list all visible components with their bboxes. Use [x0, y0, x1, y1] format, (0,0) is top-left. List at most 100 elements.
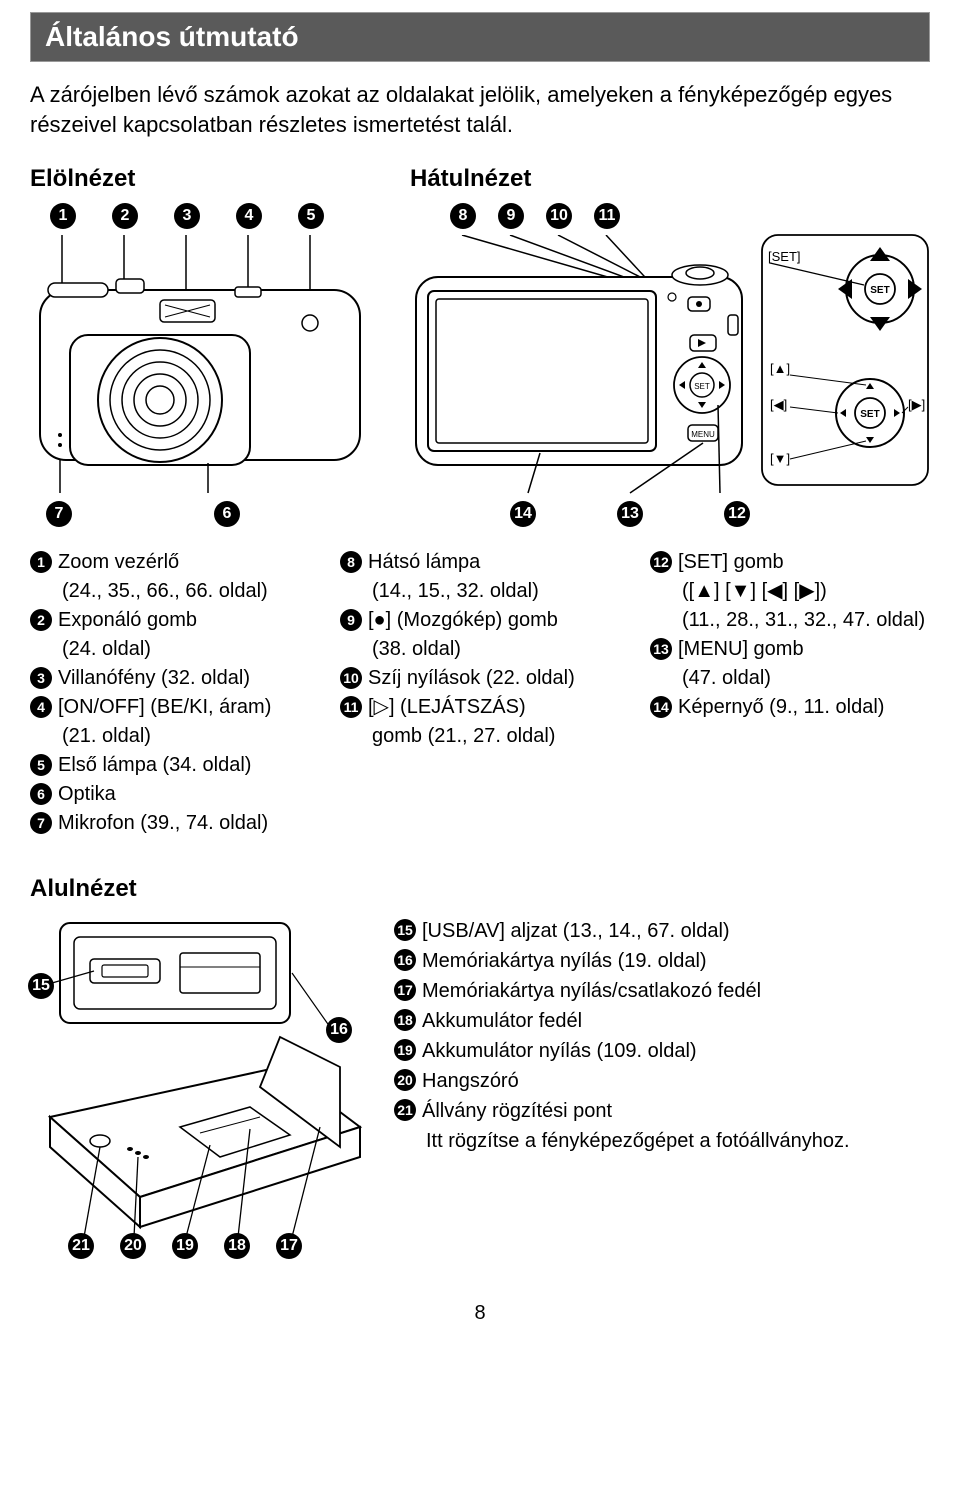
leg-n: 7 — [30, 812, 52, 834]
leg-s: (24. oldal) — [30, 636, 310, 663]
leg-t: Képernyő (9., 11. oldal) — [678, 694, 930, 721]
leg-t: Exponáló gomb — [58, 607, 310, 634]
leg-t: [●] (Mozgókép) gomb — [368, 607, 620, 634]
legend-col-2: 8 Hátsó lámpa (14., 15., 32. oldal) 9 [●] … — [340, 549, 620, 839]
leg-t: Állvány rögzítési pont — [422, 1097, 930, 1125]
leg-t: [ON/OFF] (BE/KI, áram) — [58, 694, 310, 721]
legend-col-1: 1 Zoom vezérlő (24., 35., 66., 66. oldal)… — [30, 549, 310, 839]
leg-n: 6 — [30, 783, 52, 805]
leg-t: [SET] gomb — [678, 549, 930, 576]
leg-n: 5 — [30, 754, 52, 776]
leg-t: Mikrofon (39., 74. oldal) — [58, 810, 310, 837]
bottom-diagram: 15 16 21 20 19 18 17 — [30, 917, 370, 1252]
front-diagram: 1 2 3 4 5 — [30, 203, 390, 527]
bottom-legend: 15[USB/AV] aljzat (13., 14., 67. oldal) … — [394, 917, 930, 1252]
leg-s: (14., 15., 32. oldal) — [340, 578, 620, 605]
svg-text:[▲]: [▲] — [770, 361, 790, 376]
leg-t: Hangszóró — [422, 1067, 930, 1095]
camera-front-svg — [30, 235, 370, 495]
svg-text:SET: SET — [860, 409, 879, 420]
camera-back-svg: SET MENU — [410, 235, 750, 495]
leg-s: (21. oldal) — [30, 723, 310, 750]
page-number: 8 — [30, 1302, 930, 1325]
callout-21: 21 — [68, 1233, 94, 1259]
callout-17: 17 — [276, 1233, 302, 1259]
leg-s: (38. oldal) — [340, 636, 620, 663]
leg-n: 14 — [650, 696, 672, 718]
callout-12: 12 — [724, 501, 750, 527]
leg-n: 12 — [650, 551, 672, 573]
svg-text:[◀]: [◀] — [770, 397, 787, 412]
page-title: Általános útmutató — [30, 12, 930, 62]
leg-n: 16 — [394, 949, 416, 971]
bottom-extra: Itt rögzítse a fényképezőgépet a fotóáll… — [394, 1127, 930, 1155]
callout-11: 11 — [594, 203, 620, 229]
leg-n: 18 — [394, 1009, 416, 1031]
leg-s2: (11., 28., 31., 32., 47. oldal) — [650, 607, 930, 634]
leg-t: Szíj nyílások (22. oldal) — [368, 665, 620, 692]
svg-text:SET: SET — [694, 382, 710, 391]
svg-text:[▶]: [▶] — [908, 397, 925, 412]
leg-t: Memóriakártya nyílás (19. oldal) — [422, 947, 930, 975]
leg-t: [USB/AV] aljzat (13., 14., 67. oldal) — [422, 917, 930, 945]
callout-14: 14 — [510, 501, 536, 527]
leg-n: 10 — [340, 667, 362, 689]
leg-t: Optika — [58, 781, 310, 808]
leg-s: (47. oldal) — [650, 665, 930, 692]
leg-n: 15 — [394, 919, 416, 941]
svg-text:[▼]: [▼] — [770, 451, 790, 466]
svg-text:SET: SET — [870, 285, 889, 296]
back-diagram: 8 9 10 11 — [410, 203, 930, 533]
leg-n: 17 — [394, 979, 416, 1001]
callout-5: 5 — [298, 203, 324, 229]
camera-bottom-svg — [30, 917, 370, 1247]
callout-20: 20 — [120, 1233, 146, 1259]
views-row: Elölnézet 1 2 3 4 5 — [30, 165, 930, 533]
callout-2: 2 — [112, 203, 138, 229]
svg-text:MENU: MENU — [691, 430, 715, 439]
leg-t: Első lámpa (34. oldal) — [58, 752, 310, 779]
callout-6: 6 — [214, 501, 240, 527]
leg-n: 11 — [340, 696, 362, 718]
leg-t: Villanófény (32. oldal) — [58, 665, 310, 692]
legend-columns: 1 Zoom vezérlő (24., 35., 66., 66. oldal)… — [30, 549, 930, 839]
leg-t: Memóriakártya nyílás/csatlakozó fedél — [422, 977, 930, 1005]
leg-n: 13 — [650, 638, 672, 660]
callout-9: 9 — [498, 203, 524, 229]
leg-t: Hátsó lámpa — [368, 549, 620, 576]
leg-n: 3 — [30, 667, 52, 689]
callout-1: 1 — [50, 203, 76, 229]
bottom-view-label: Alulnézet — [30, 875, 930, 903]
callout-18: 18 — [224, 1233, 250, 1259]
leg-n: 19 — [394, 1039, 416, 1061]
bottom-section: Alulnézet — [30, 875, 930, 1252]
callout-19: 19 — [172, 1233, 198, 1259]
leg-n: 8 — [340, 551, 362, 573]
leg-s: ([▲] [▼] [◀] [▶]) — [650, 578, 930, 605]
leg-n: 21 — [394, 1099, 416, 1121]
callout-8: 8 — [450, 203, 476, 229]
callout-3: 3 — [174, 203, 200, 229]
leg-n: 1 — [30, 551, 52, 573]
callout-10: 10 — [546, 203, 572, 229]
leg-t: [MENU] gomb — [678, 636, 930, 663]
set-detail-svg: SET [SET] SET — [760, 233, 930, 493]
leg-t: Akkumulátor fedél — [422, 1007, 930, 1035]
leg-s: (24., 35., 66., 66. oldal) — [30, 578, 310, 605]
leg-n: 9 — [340, 609, 362, 631]
intro-text: A zárójelben lévő számok azokat az oldal… — [30, 80, 930, 139]
leg-n: 4 — [30, 696, 52, 718]
leg-s: gomb (21., 27. oldal) — [340, 723, 620, 750]
leg-t: [▷] (LEJÁTSZÁS) — [368, 694, 620, 721]
leg-t: Zoom vezérlő — [58, 549, 310, 576]
back-view-label: Hátulnézet — [410, 165, 930, 193]
front-view-label: Elölnézet — [30, 165, 390, 193]
callout-13: 13 — [617, 501, 643, 527]
callout-4: 4 — [236, 203, 262, 229]
callout-7: 7 — [46, 501, 72, 527]
legend-col-3: 12 [SET] gomb ([▲] [▼] [◀] [▶]) (11., 28.… — [650, 549, 930, 839]
svg-text:[SET]: [SET] — [768, 249, 801, 264]
leg-n: 2 — [30, 609, 52, 631]
leg-t: Akkumulátor nyílás (109. oldal) — [422, 1037, 930, 1065]
leg-n: 20 — [394, 1069, 416, 1091]
